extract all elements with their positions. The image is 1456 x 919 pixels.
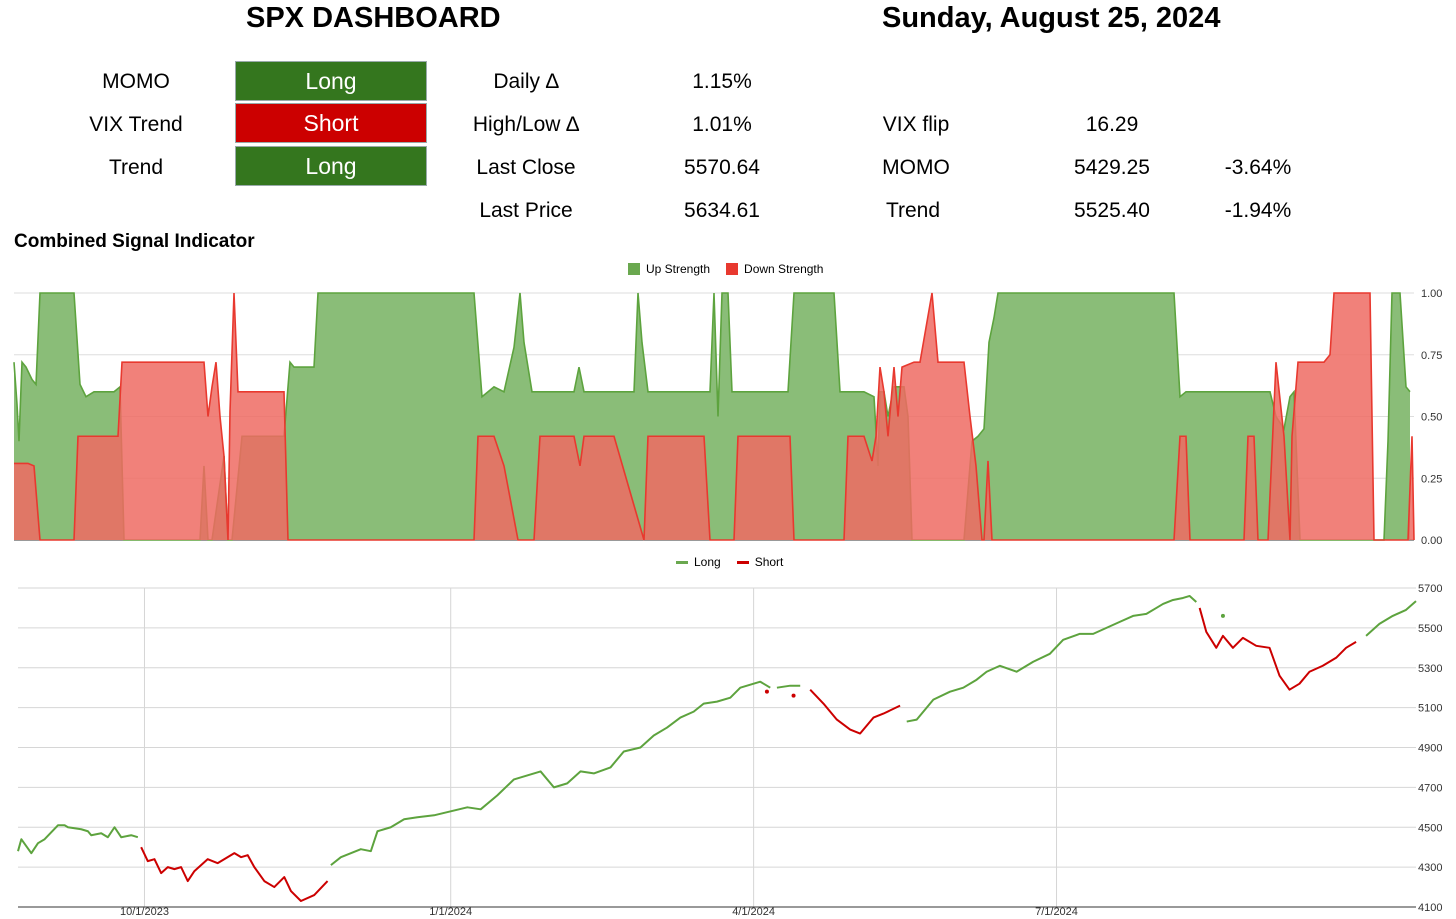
high-low-delta-label: High/Low ∆ — [472, 113, 580, 136]
trend-level-value: 5525.40 — [1074, 199, 1150, 222]
long-price-line — [330, 680, 771, 866]
last-price-value: 5634.61 — [684, 199, 760, 222]
momo-level-value: 5429.25 — [1074, 156, 1150, 179]
down-strength-line — [14, 292, 1415, 541]
vix-flip-value: 16.29 — [1085, 113, 1139, 136]
strength-ytick-label: 0.25 — [1421, 473, 1442, 485]
legend-swatch-short — [736, 560, 749, 564]
up-strength-area — [14, 293, 1410, 540]
legend-swatch-up — [628, 263, 640, 275]
long-price-line — [906, 594, 1197, 723]
price-xtick-label: 4/1/2024 — [732, 906, 775, 918]
price-ytick-label: 5300 — [1418, 663, 1442, 675]
short-price-line — [809, 688, 901, 735]
daily-delta-label: Daily ∆ — [493, 70, 559, 93]
legend-label-short: Short — [754, 555, 784, 569]
last-price-label: Last Price — [479, 199, 573, 222]
long-price-line — [17, 824, 139, 855]
long-price-line — [776, 684, 801, 689]
price-ytick-label: 5700 — [1418, 583, 1442, 595]
short-price-dot — [791, 693, 796, 698]
legend-label-long: Long — [694, 555, 721, 569]
price-chart: 4100 4300 4500 4700 4900 5100 5300 5500 5700 10/1… — [17, 583, 1442, 918]
dashboard-date: Sunday, August 25, 2024 — [882, 2, 1221, 34]
short-price-line — [140, 846, 329, 903]
high-low-delta-value: 1.01% — [692, 113, 752, 136]
last-close-value: 5570.64 — [684, 156, 760, 179]
signal-label-momo: MOMO — [102, 70, 170, 93]
strength-ytick-label: 0.50 — [1421, 412, 1442, 424]
price-xtick-label: 1/1/2024 — [429, 906, 472, 918]
legend-swatch-long — [676, 560, 688, 564]
daily-delta-value: 1.15% — [692, 70, 752, 93]
strength-ytick-label: 1.00 — [1421, 288, 1442, 300]
price-ytick-label: 4500 — [1418, 822, 1442, 834]
legend-label-down: Down Strength — [744, 262, 824, 276]
strength-ytick-label: 0.00 — [1421, 535, 1442, 547]
price-ytick-label: 5500 — [1418, 623, 1442, 635]
short-price-line — [1198, 607, 1357, 691]
short-price-dot — [764, 689, 769, 694]
trend-level-pct: -1.94% — [1224, 199, 1292, 222]
strength-legend: Up Strength Down Strength — [628, 262, 823, 276]
last-close-label: Last Close — [476, 156, 576, 179]
indicator-title: Combined Signal Indicator — [14, 231, 255, 252]
signal-label-vix-trend: VIX Trend — [89, 113, 183, 136]
signal-pill-momo: Long — [235, 61, 427, 101]
price-ytick-label: 4900 — [1418, 743, 1442, 755]
down-strength-area — [14, 293, 1414, 540]
trend-level-label: Trend — [885, 199, 941, 222]
momo-level-pct: -3.64% — [1224, 156, 1292, 179]
price-ytick-label: 4700 — [1418, 782, 1442, 794]
price-ytick-label: 4300 — [1418, 862, 1442, 874]
price-ytick-label: 5100 — [1418, 703, 1442, 715]
long-price-line — [1365, 600, 1417, 637]
momo-level-label: MOMO — [882, 156, 950, 179]
signal-pill-vix-trend: Short — [235, 103, 427, 143]
long-price-dot — [1220, 613, 1225, 618]
strength-chart: 0.00 0.25 0.50 0.75 1.00 — [13, 288, 1442, 547]
signal-label-trend: Trend — [108, 156, 164, 179]
legend-swatch-down — [726, 263, 739, 275]
legend-label-up: Up Strength — [646, 262, 711, 276]
signal-pill-trend: Long — [235, 146, 427, 186]
price-xtick-label: 10/1/2023 — [120, 906, 169, 918]
strength-ytick-label: 0.75 — [1421, 350, 1442, 362]
price-legend: Long Short — [676, 555, 783, 569]
price-ytick-label: 4100 — [1418, 902, 1442, 914]
dashboard-title: SPX DASHBOARD — [246, 2, 501, 34]
vix-flip-label: VIX flip — [882, 113, 950, 136]
price-xtick-label: 7/1/2024 — [1035, 906, 1078, 918]
